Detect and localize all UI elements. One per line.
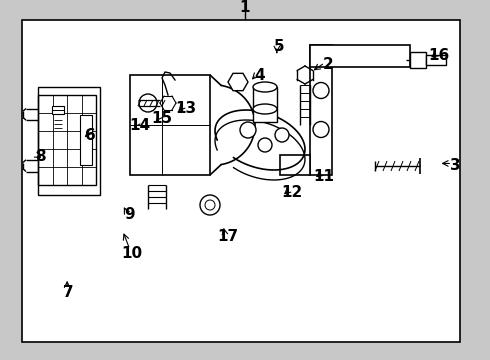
Circle shape xyxy=(234,78,242,86)
Text: 2: 2 xyxy=(323,57,334,72)
Bar xyxy=(38,95,96,185)
Circle shape xyxy=(313,82,329,99)
Text: 7: 7 xyxy=(63,285,74,300)
Text: 9: 9 xyxy=(124,207,135,222)
Circle shape xyxy=(258,138,272,152)
Bar xyxy=(38,87,100,195)
Text: 11: 11 xyxy=(313,169,334,184)
Bar xyxy=(310,45,410,67)
Text: 5: 5 xyxy=(274,39,285,54)
Bar xyxy=(310,45,332,175)
Text: 12: 12 xyxy=(281,185,302,200)
Text: 8: 8 xyxy=(35,149,46,164)
Circle shape xyxy=(200,195,220,215)
Bar xyxy=(80,115,92,165)
Text: 17: 17 xyxy=(217,229,239,244)
Circle shape xyxy=(275,128,289,142)
Bar xyxy=(22,20,460,342)
Bar xyxy=(130,75,210,175)
Text: 1: 1 xyxy=(240,0,250,14)
Circle shape xyxy=(139,94,157,112)
Bar xyxy=(52,106,64,114)
Text: 16: 16 xyxy=(428,48,449,63)
Text: 10: 10 xyxy=(122,246,143,261)
Text: 6: 6 xyxy=(85,127,96,143)
Bar xyxy=(426,55,446,65)
Text: 14: 14 xyxy=(129,118,150,134)
Text: 4: 4 xyxy=(254,68,265,83)
Circle shape xyxy=(240,122,256,138)
Text: 15: 15 xyxy=(151,111,172,126)
Circle shape xyxy=(205,200,215,210)
Circle shape xyxy=(313,122,329,138)
Text: 13: 13 xyxy=(175,100,197,116)
Ellipse shape xyxy=(253,104,277,114)
Bar xyxy=(280,155,310,175)
Bar xyxy=(410,52,426,68)
Ellipse shape xyxy=(253,82,277,92)
Text: 3: 3 xyxy=(450,158,461,173)
Bar xyxy=(253,87,277,122)
